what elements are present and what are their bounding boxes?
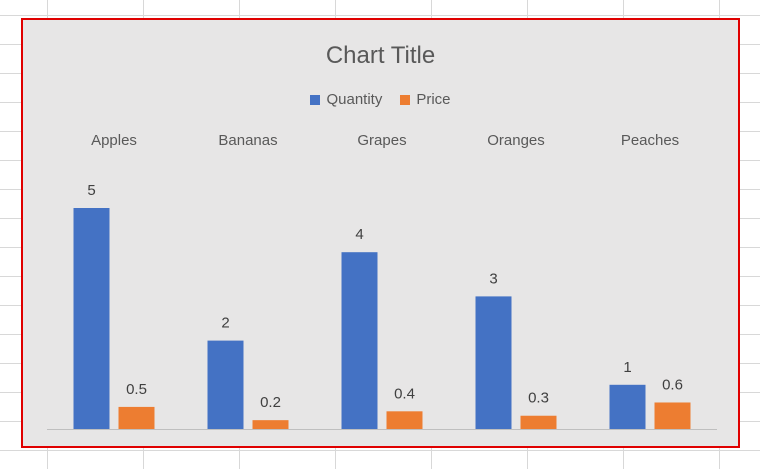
legend[interactable]: Quantity Price	[23, 91, 738, 108]
category-label: Apples	[91, 132, 137, 149]
legend-item-price[interactable]: Price	[400, 91, 451, 108]
category-label: Bananas	[218, 132, 277, 149]
bar-price[interactable]	[252, 420, 289, 429]
chart-title[interactable]: Chart Title	[325, 42, 436, 69]
bar-quantity[interactable]	[475, 296, 512, 429]
data-label-quantity: 2	[221, 315, 229, 332]
data-label-price: 0.3	[528, 390, 549, 407]
chart-container[interactable]: Chart Title Quantity Price Apples 5 0.5 Ban…	[21, 18, 740, 448]
legend-swatch-price	[400, 94, 411, 105]
legend-label-price: Price	[416, 91, 451, 108]
data-label-price: 0.4	[394, 385, 415, 402]
bar-price[interactable]	[386, 411, 423, 429]
bar-quantity[interactable]	[341, 252, 378, 429]
legend-label-quantity: Quantity	[326, 91, 383, 108]
bar-price[interactable]	[654, 402, 691, 429]
bar-price[interactable]	[520, 415, 557, 429]
data-label-quantity: 1	[623, 359, 631, 376]
legend-swatch-quantity	[310, 94, 321, 105]
bar-quantity[interactable]	[207, 340, 244, 429]
data-label-quantity: 3	[489, 270, 497, 287]
category-label: Oranges	[487, 132, 545, 149]
data-label-price: 0.6	[662, 376, 683, 393]
data-label-quantity: 5	[87, 182, 95, 199]
data-label-price: 0.5	[126, 381, 147, 398]
bar-quantity[interactable]	[609, 384, 646, 429]
bar-quantity[interactable]	[73, 208, 110, 429]
chart-plot: Apples 5 0.5 Bananas 2 0.2 Grapes 4 0.4 Oranges 3 0…	[47, 132, 717, 430]
data-label-price: 0.2	[260, 394, 281, 411]
data-label-quantity: 4	[355, 226, 363, 243]
bar-price[interactable]	[118, 406, 155, 429]
legend-item-quantity[interactable]: Quantity	[310, 91, 382, 108]
category-label: Peaches	[621, 132, 679, 149]
category-label: Grapes	[357, 132, 406, 149]
